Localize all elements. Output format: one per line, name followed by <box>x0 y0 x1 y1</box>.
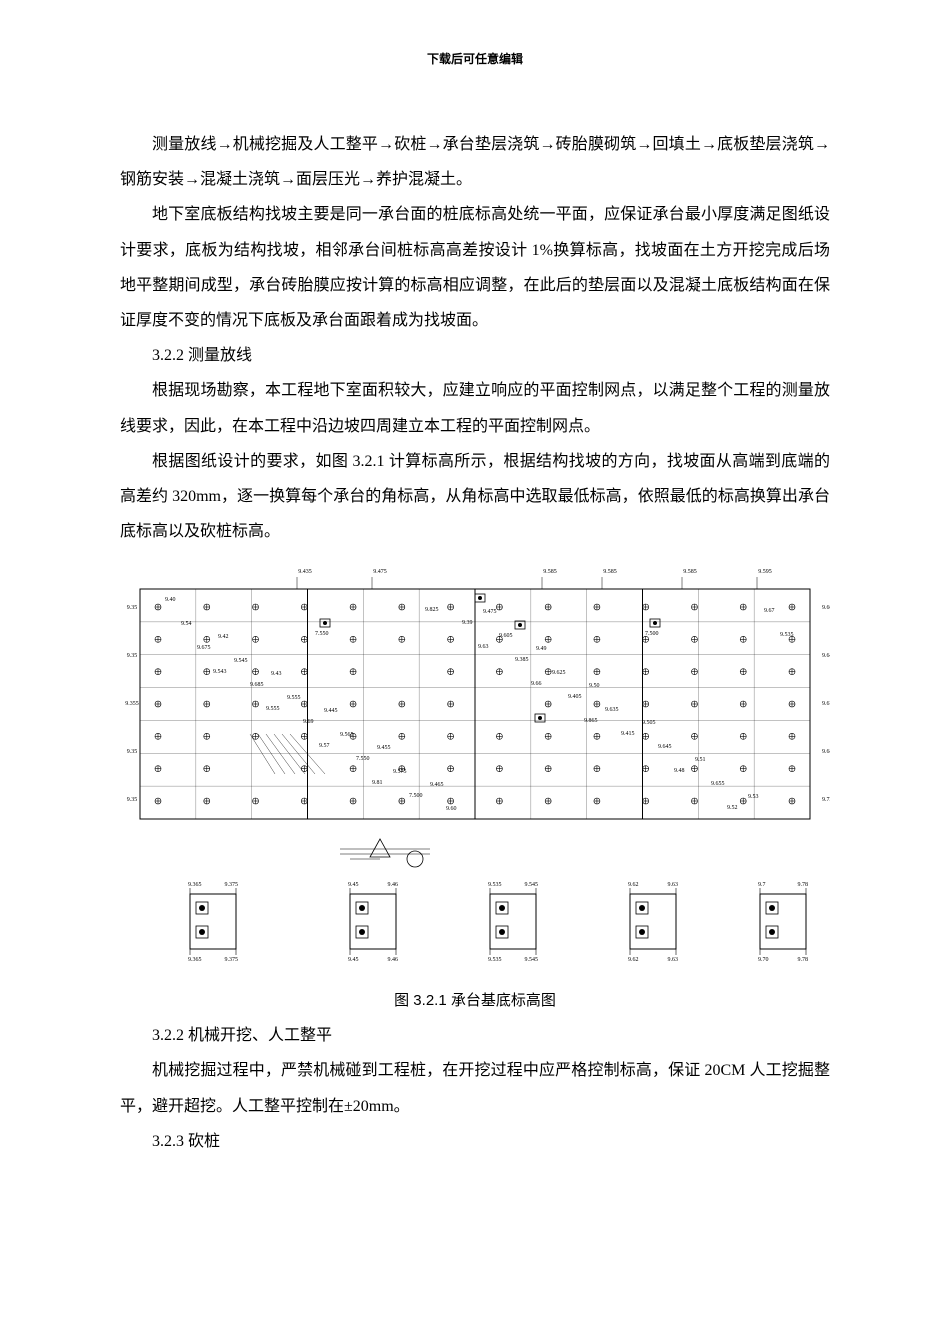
svg-text:9.405: 9.405 <box>568 694 582 700</box>
svg-text:9.475: 9.475 <box>483 609 497 615</box>
svg-text:9.46: 9.46 <box>388 882 399 888</box>
svg-text:9.545: 9.545 <box>234 658 248 664</box>
svg-text:9.78: 9.78 <box>798 957 809 963</box>
svg-text:7.550: 7.550 <box>356 756 370 762</box>
elevation-plan-diagram: 9.435 9.475 9.585 9.585 9.585 9.595 9.35 9.35 9.… <box>120 559 830 979</box>
svg-text:9.62: 9.62 <box>628 882 639 888</box>
svg-text:9.72: 9.72 <box>822 797 830 803</box>
svg-text:9.355: 9.355 <box>125 701 139 707</box>
svg-text:9.60: 9.60 <box>446 806 457 812</box>
svg-text:9.545: 9.545 <box>525 957 539 963</box>
svg-text:7.550: 7.550 <box>315 631 329 637</box>
svg-text:9.49: 9.49 <box>536 646 547 652</box>
svg-text:9.78: 9.78 <box>798 882 809 888</box>
svg-text:9.445: 9.445 <box>324 708 338 714</box>
svg-text:9.48: 9.48 <box>674 768 685 774</box>
section-3-2-2-survey: 3.2.2 测量放线 <box>120 338 830 373</box>
svg-text:7.500: 7.500 <box>645 631 659 637</box>
svg-text:9.51: 9.51 <box>695 757 706 763</box>
svg-text:9.67: 9.67 <box>764 608 775 614</box>
svg-text:9.81: 9.81 <box>372 780 383 786</box>
svg-text:9.63: 9.63 <box>478 644 489 650</box>
svg-text:9.675: 9.675 <box>197 645 211 651</box>
svg-text:9.62: 9.62 <box>628 957 639 963</box>
paragraph-slope: 地下室底板结构找坡主要是同一承台面的桩底标高处统一平面，应保证承台最小厚度满足图… <box>120 197 830 338</box>
svg-text:9.365: 9.365 <box>188 882 202 888</box>
svg-text:9.35: 9.35 <box>127 653 138 659</box>
paragraph-survey-1: 根据现场勘察，本工程地下室面积较大，应建立响应的平面控制网点，以满足整个工程的测… <box>120 373 830 443</box>
svg-text:9.57: 9.57 <box>319 743 330 749</box>
figure-3-2-1: 9.435 9.475 9.585 9.585 9.585 9.595 9.35 9.35 9.… <box>120 559 830 984</box>
svg-text:9.63: 9.63 <box>668 957 679 963</box>
svg-text:9.585: 9.585 <box>683 569 697 575</box>
section-3-2-3: 3.2.3 砍桩 <box>120 1124 830 1159</box>
svg-text:9.64: 9.64 <box>822 653 830 659</box>
svg-text:9.585: 9.585 <box>603 569 617 575</box>
svg-text:9.475: 9.475 <box>373 569 387 575</box>
svg-text:9.415: 9.415 <box>621 731 635 737</box>
paragraph-excavation: 机械挖掘过程中，严禁机械碰到工程桩，在开挖过程中应严格控制标高，保证 20CM … <box>120 1053 830 1123</box>
svg-text:9.40: 9.40 <box>165 597 176 603</box>
svg-text:9.535: 9.535 <box>780 632 794 638</box>
svg-text:9.685: 9.685 <box>250 682 264 688</box>
svg-text:9.45: 9.45 <box>348 957 359 963</box>
svg-text:9.455: 9.455 <box>377 745 391 751</box>
svg-text:9.375: 9.375 <box>225 957 239 963</box>
svg-text:9.42: 9.42 <box>218 634 229 640</box>
svg-text:9.535: 9.535 <box>488 882 502 888</box>
svg-text:9.605: 9.605 <box>499 633 513 639</box>
svg-text:9.50: 9.50 <box>589 683 600 689</box>
svg-text:9.385: 9.385 <box>515 657 529 663</box>
svg-text:9.595: 9.595 <box>758 569 772 575</box>
svg-text:9.35: 9.35 <box>127 797 138 803</box>
svg-text:9.575: 9.575 <box>393 769 407 775</box>
svg-text:9.555: 9.555 <box>266 706 280 712</box>
svg-text:9.68: 9.68 <box>822 749 830 755</box>
svg-text:9.865: 9.865 <box>584 718 598 724</box>
svg-text:9.39: 9.39 <box>462 620 473 626</box>
svg-text:9.465: 9.465 <box>430 782 444 788</box>
svg-text:9.35: 9.35 <box>127 605 138 611</box>
svg-text:9.7: 9.7 <box>758 882 766 888</box>
svg-text:9.54: 9.54 <box>181 621 192 627</box>
svg-text:9.505: 9.505 <box>642 720 656 726</box>
svg-text:9.35: 9.35 <box>127 749 138 755</box>
svg-text:9.63: 9.63 <box>668 882 679 888</box>
svg-text:9.43: 9.43 <box>271 671 282 677</box>
svg-text:9.625: 9.625 <box>552 670 566 676</box>
svg-text:9.66: 9.66 <box>531 681 542 687</box>
svg-text:9.535: 9.535 <box>488 957 502 963</box>
svg-text:9.543: 9.543 <box>213 669 227 675</box>
header-note: 下载后可任意编辑 <box>120 50 830 67</box>
svg-text:9.365: 9.365 <box>188 957 202 963</box>
svg-text:9.585: 9.585 <box>543 569 557 575</box>
svg-text:9.645: 9.645 <box>658 744 672 750</box>
svg-text:9.655: 9.655 <box>711 781 725 787</box>
svg-text:9.565: 9.565 <box>340 732 354 738</box>
figure-caption: 图 3.2.1 承台基底标高图 <box>120 989 830 1010</box>
section-3-2-2-excavation: 3.2.2 机械开挖、人工整平 <box>120 1018 830 1053</box>
document-page: 下载后可任意编辑 测量放线→机械挖掘及人工整平→砍桩→承台垫层浇筑→砖胎膜砌筑→… <box>0 0 950 1239</box>
svg-text:9.69: 9.69 <box>303 719 314 725</box>
svg-text:9.45: 9.45 <box>348 882 359 888</box>
svg-text:9.70: 9.70 <box>758 957 769 963</box>
svg-text:9.545: 9.545 <box>525 882 539 888</box>
svg-text:9.52: 9.52 <box>727 805 738 811</box>
svg-text:9.375: 9.375 <box>225 882 239 888</box>
svg-text:9.435: 9.435 <box>298 569 312 575</box>
paragraph-process: 测量放线→机械挖掘及人工整平→砍桩→承台垫层浇筑→砖胎膜砌筑→回填土→底板垫层浇… <box>120 127 830 197</box>
body-content: 测量放线→机械挖掘及人工整平→砍桩→承台垫层浇筑→砖胎膜砌筑→回填土→底板垫层浇… <box>120 127 830 549</box>
body-content-2: 3.2.2 机械开挖、人工整平 机械挖掘过程中，严禁机械碰到工程桩，在开挖过程中… <box>120 1018 830 1159</box>
svg-text:9.605: 9.605 <box>822 605 830 611</box>
svg-text:9.46: 9.46 <box>388 957 399 963</box>
svg-text:9.555: 9.555 <box>287 695 301 701</box>
svg-text:7.500: 7.500 <box>409 793 423 799</box>
paragraph-survey-2: 根据图纸设计的要求，如图 3.2.1 计算标高所示，根据结构找坡的方向，找坡面从… <box>120 444 830 550</box>
svg-text:9.67: 9.67 <box>822 701 830 707</box>
svg-text:9.825: 9.825 <box>425 607 439 613</box>
svg-text:9.635: 9.635 <box>605 707 619 713</box>
svg-text:9.53: 9.53 <box>748 794 759 800</box>
